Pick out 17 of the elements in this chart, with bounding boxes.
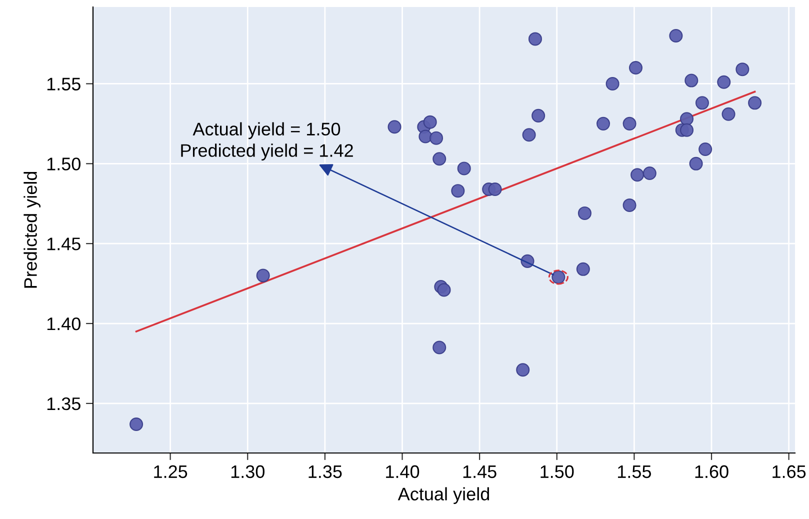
- x-axis-title: Actual yield: [398, 487, 490, 504]
- x-tick-label: 1.50: [540, 465, 574, 478]
- annotation: Actual yield = 1.50 Predicted yield = 1.42: [181, 122, 353, 160]
- y-tick-label: 1.40: [47, 317, 80, 330]
- y-tick-label: 1.50: [47, 158, 80, 170]
- y-tick-label: 1.45: [47, 238, 80, 250]
- x-tick-label: 1.60: [695, 465, 728, 478]
- x-tick-label: 1.55: [618, 465, 652, 478]
- x-tick-label: 1.65: [772, 465, 806, 478]
- x-tick-label: 1.45: [463, 465, 496, 478]
- x-tick-label: 1.35: [308, 465, 342, 478]
- y-tick-label: 1.55: [47, 78, 80, 90]
- y-tick-label: 1.35: [47, 397, 80, 410]
- y-axis-title: Predicted yield: [24, 172, 40, 288]
- x-tick-label: 1.30: [231, 465, 264, 478]
- x-tick-label: 1.40: [386, 465, 420, 478]
- x-tick-label: 1.25: [154, 465, 188, 478]
